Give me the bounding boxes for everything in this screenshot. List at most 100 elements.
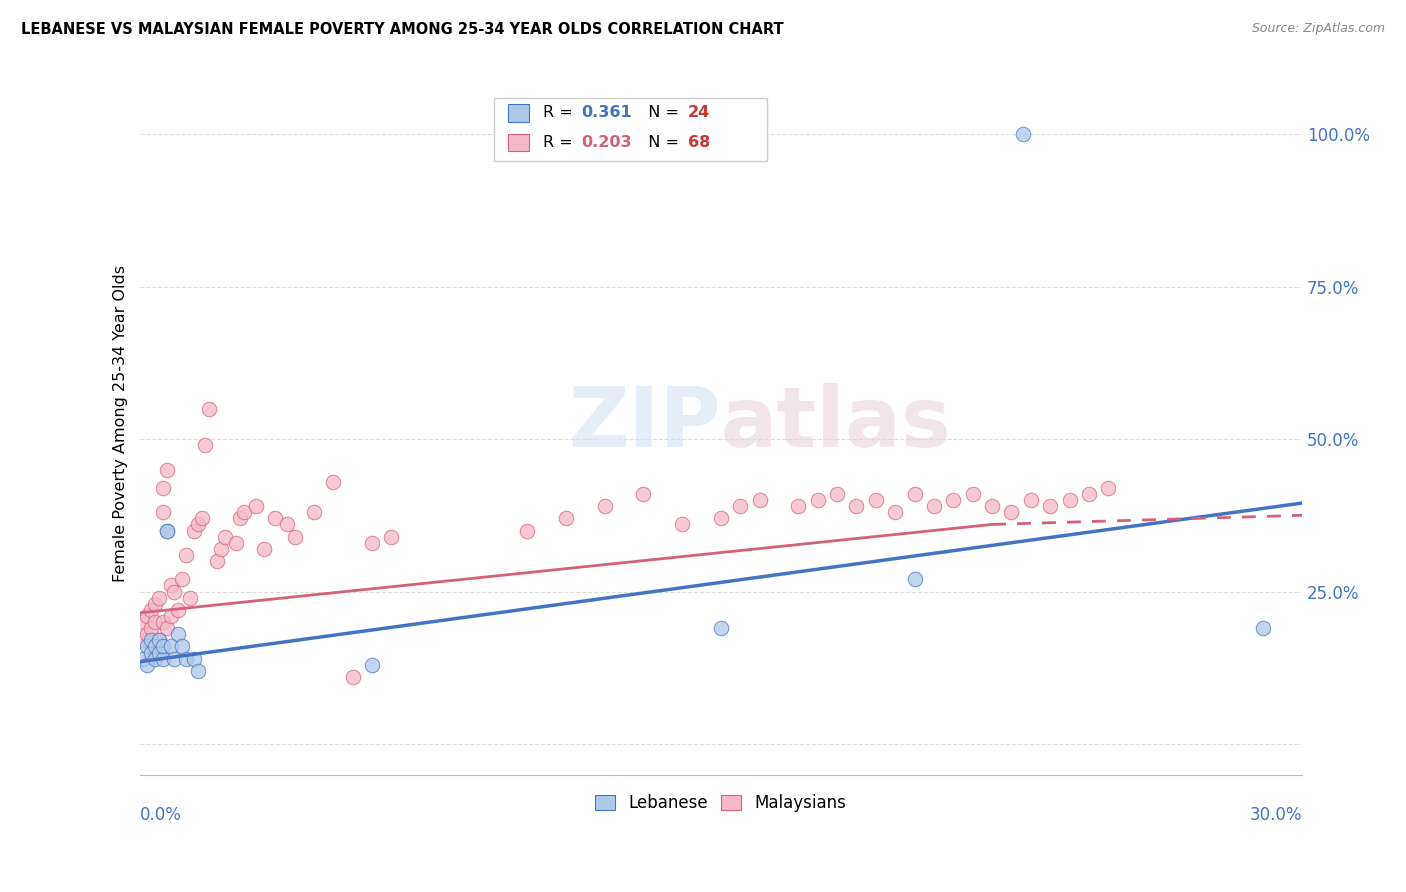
Point — [342, 670, 364, 684]
Point — [190, 511, 212, 525]
Text: R =: R = — [543, 135, 578, 150]
Y-axis label: Female Poverty Among 25-34 Year Olds: Female Poverty Among 25-34 Year Olds — [114, 265, 128, 582]
Point — [361, 535, 384, 549]
Point — [671, 517, 693, 532]
Point — [1019, 493, 1042, 508]
Point — [922, 499, 945, 513]
Point — [141, 603, 163, 617]
Point — [136, 627, 159, 641]
Point — [1059, 493, 1081, 508]
Point — [167, 603, 190, 617]
Point — [710, 621, 733, 635]
Text: R =: R = — [543, 105, 578, 120]
Point — [1077, 487, 1099, 501]
Point — [148, 591, 170, 605]
Point — [633, 487, 655, 501]
Point — [148, 646, 170, 660]
Point — [132, 615, 155, 629]
Point — [143, 651, 166, 665]
Point — [163, 584, 186, 599]
Text: LEBANESE VS MALAYSIAN FEMALE POVERTY AMONG 25-34 YEAR OLDS CORRELATION CHART: LEBANESE VS MALAYSIAN FEMALE POVERTY AMO… — [21, 22, 783, 37]
FancyBboxPatch shape — [494, 97, 768, 161]
Text: 0.361: 0.361 — [581, 105, 631, 120]
Point — [593, 499, 616, 513]
Point — [141, 633, 163, 648]
Point — [825, 487, 848, 501]
Point — [903, 487, 925, 501]
Point — [1012, 127, 1035, 141]
Point — [148, 633, 170, 648]
Point — [174, 548, 197, 562]
Point — [276, 517, 298, 532]
FancyBboxPatch shape — [508, 134, 529, 152]
Point — [233, 505, 256, 519]
Point — [172, 572, 194, 586]
Point — [132, 633, 155, 648]
Point — [787, 499, 810, 513]
Point — [152, 651, 174, 665]
Point — [845, 499, 868, 513]
Point — [143, 615, 166, 629]
Point — [903, 572, 925, 586]
Point — [152, 640, 174, 654]
Point — [152, 481, 174, 495]
Text: 0.203: 0.203 — [581, 135, 631, 150]
Point — [156, 621, 179, 635]
Point — [884, 505, 907, 519]
Point — [380, 530, 402, 544]
Point — [322, 475, 344, 489]
Point — [554, 511, 576, 525]
Point — [728, 499, 751, 513]
Point — [148, 633, 170, 648]
Point — [163, 651, 186, 665]
Point — [159, 640, 181, 654]
Point — [361, 657, 384, 672]
Point — [214, 530, 236, 544]
Point — [229, 511, 252, 525]
Point — [748, 493, 770, 508]
Point — [710, 511, 733, 525]
Text: ZIP: ZIP — [568, 384, 721, 464]
Point — [156, 524, 179, 538]
Point — [516, 524, 538, 538]
Point — [183, 651, 205, 665]
Point — [143, 597, 166, 611]
Point — [159, 609, 181, 624]
Point — [187, 517, 209, 532]
Point — [152, 615, 174, 629]
Point — [183, 524, 205, 538]
Text: N =: N = — [638, 105, 685, 120]
Point — [156, 462, 179, 476]
Point — [141, 646, 163, 660]
Point — [205, 554, 228, 568]
Point — [807, 493, 830, 508]
Point — [187, 664, 209, 678]
Text: 0.0%: 0.0% — [139, 806, 181, 824]
Point — [245, 499, 267, 513]
Point — [141, 621, 163, 635]
Point — [152, 505, 174, 519]
Point — [143, 640, 166, 654]
Text: atlas: atlas — [721, 384, 952, 464]
Text: Source: ZipAtlas.com: Source: ZipAtlas.com — [1251, 22, 1385, 36]
Point — [865, 493, 887, 508]
FancyBboxPatch shape — [508, 103, 529, 121]
Point — [179, 591, 201, 605]
Point — [136, 640, 159, 654]
Point — [136, 657, 159, 672]
Point — [198, 401, 221, 416]
Point — [302, 505, 325, 519]
Point — [1039, 499, 1062, 513]
Point — [156, 524, 179, 538]
Text: 30.0%: 30.0% — [1250, 806, 1302, 824]
Point — [1253, 621, 1275, 635]
Point — [252, 541, 274, 556]
Point — [283, 530, 305, 544]
Legend: Lebanese, Malaysians: Lebanese, Malaysians — [588, 788, 853, 819]
Point — [172, 640, 194, 654]
Point — [132, 651, 155, 665]
Point — [942, 493, 965, 508]
Point — [1097, 481, 1119, 495]
Point — [225, 535, 247, 549]
Text: 68: 68 — [689, 135, 710, 150]
